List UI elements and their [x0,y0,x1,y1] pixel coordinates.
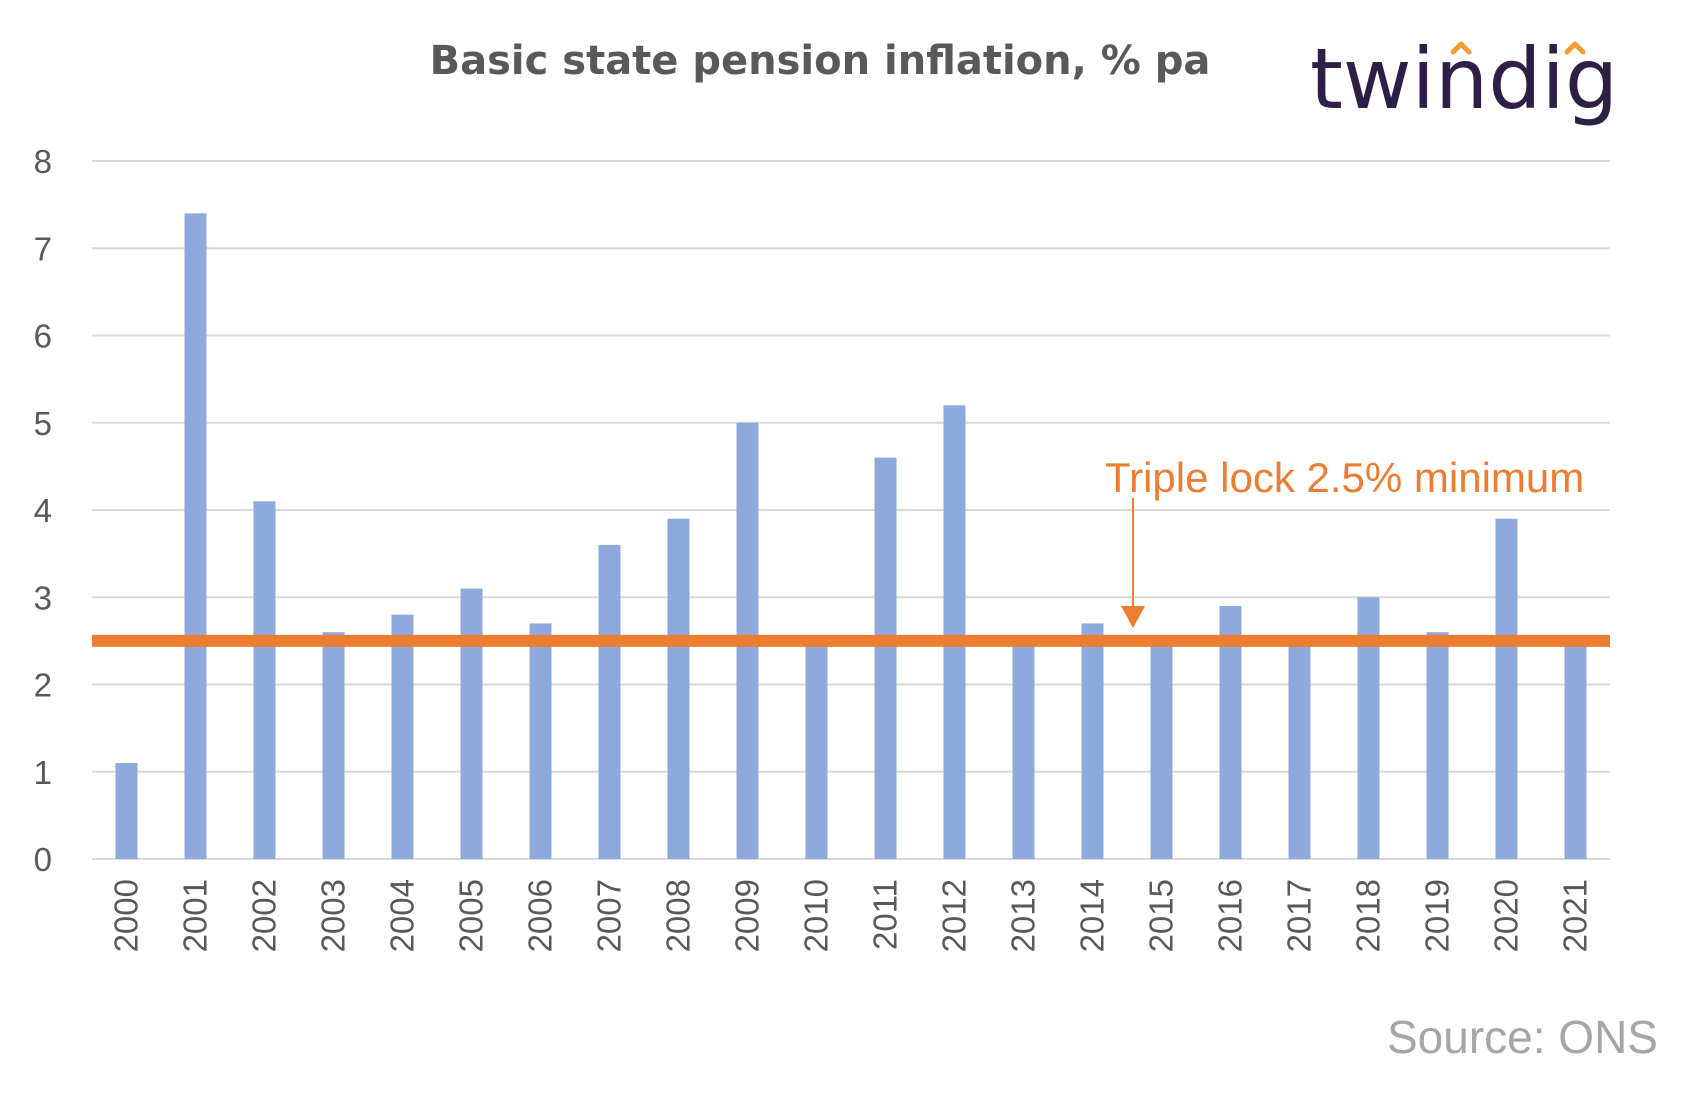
chart-title: Basic state pension inflation, % pa [429,38,1211,84]
x-tick-label: 2012 [936,879,973,952]
bar-2021 [1564,640,1587,859]
x-tick-label: 2001 [177,879,214,952]
x-tick-label: 2021 [1557,879,1594,952]
x-tick-label: 2002 [246,879,283,952]
x-tick-label: 2017 [1281,879,1318,952]
x-tick-label: 2013 [1005,879,1042,952]
x-tick-label: 2003 [315,879,352,952]
bar-2003 [322,632,345,859]
x-tick-label: 2010 [798,879,835,952]
bar-2001 [184,213,207,860]
bar-2018 [1357,597,1380,859]
twindig-logo: twindig [1310,30,1618,128]
x-tick-label: 2015 [1143,879,1180,952]
bars [115,213,1587,860]
y-tick-label: 2 [34,667,52,704]
y-tick-label: 6 [34,318,52,355]
triple-lock-label: Triple lock 2.5% minimum [1105,454,1584,501]
bar-2011 [874,457,897,859]
bar-2016 [1219,605,1242,859]
x-tick-label: 2007 [591,879,628,952]
y-tick-label: 4 [34,492,52,529]
y-axis-ticks: 0 1 2 3 4 5 6 7 8 [34,143,52,878]
bar-2004 [391,614,414,859]
bar-2013 [1012,640,1035,859]
x-tick-label: 2004 [384,879,421,952]
bar-2012 [943,405,966,859]
x-tick-label: 2018 [1350,879,1387,952]
reference-line-group: Triple lock 2.5% minimum [92,454,1610,647]
x-tick-label: 2020 [1488,879,1525,952]
annotation-arrowhead [1121,606,1145,628]
bar-2019 [1426,632,1449,859]
x-tick-label: 2000 [108,879,145,952]
bar-2010 [805,640,828,859]
bar-2014 [1081,623,1104,859]
bar-2007 [598,544,621,859]
source-note: Source: ONS [1387,1011,1658,1063]
x-tick-label: 2019 [1419,879,1456,952]
y-tick-label: 1 [34,754,52,791]
bar-2015 [1150,640,1173,859]
x-tick-label: 2014 [1074,879,1111,952]
x-tick-label: 2009 [729,879,766,952]
y-tick-label: 8 [34,143,52,180]
y-tick-label: 7 [34,230,52,267]
x-tick-label: 2005 [453,879,490,952]
y-tick-label: 3 [34,579,52,616]
y-tick-label: 0 [34,841,52,878]
gridlines [92,160,1610,860]
x-tick-label: 2008 [660,879,697,952]
x-axis-ticks: 2000 2001 2002 2003 2004 2005 2006 2007 2008 2009… [108,879,1594,952]
x-tick-label: 2006 [522,879,559,952]
y-tick-label: 5 [34,405,52,442]
bar-2017 [1288,640,1311,859]
x-tick-label: 2011 [867,879,904,950]
bar-2008 [667,518,690,859]
bar-2000 [115,763,138,859]
x-tick-label: 2016 [1212,879,1249,952]
bar-2006 [529,623,552,859]
bar-2002 [253,501,276,859]
bar-2020 [1495,518,1518,859]
bar-2005 [460,588,483,859]
